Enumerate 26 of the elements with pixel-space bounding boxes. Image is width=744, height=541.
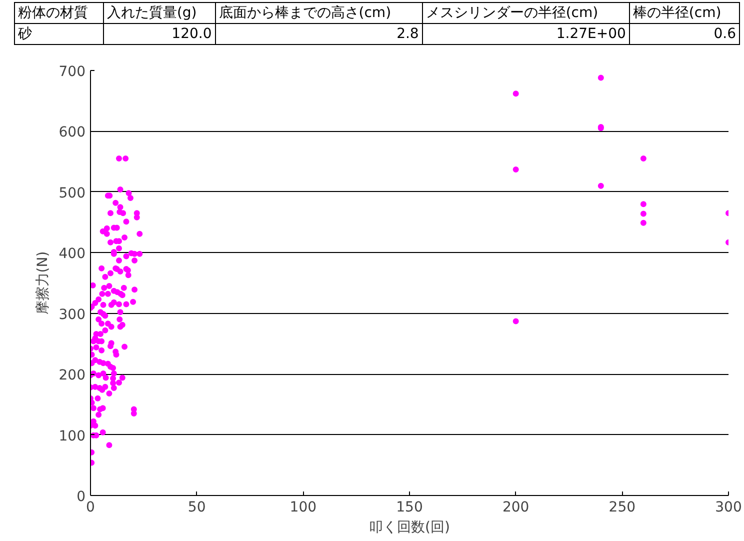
y-tick-label: 600 <box>58 124 86 141</box>
y-tick-label: 400 <box>58 246 86 262</box>
text: 砂 <box>14 24 104 44</box>
text: 入れた質量(g) <box>103 2 216 24</box>
x-tick-label: 50 <box>188 500 206 516</box>
x-tick-label: 250 <box>608 500 636 516</box>
y-tick-label: 200 <box>58 368 86 384</box>
text: 120.0 <box>103 24 216 44</box>
x-tick-label: 200 <box>502 500 530 516</box>
text: 粉体の材質 <box>14 2 104 24</box>
y-tick-label: 100 <box>58 428 86 444</box>
text: 2.8 <box>215 24 422 44</box>
y-axis-title: 摩擦力(N) <box>34 251 51 315</box>
text: 棒の半径(cm) <box>629 2 740 24</box>
x-tick-label: 100 <box>290 500 317 516</box>
x-axis-title: 叩く回数(回) <box>369 520 450 536</box>
y-tick-label: 700 <box>58 64 86 80</box>
text: 1.27E+00 <box>422 24 630 44</box>
y-tick-label: 0 <box>76 489 86 505</box>
text: 0.6 <box>629 24 740 44</box>
text: メスシリンダーの半径(cm) <box>422 2 630 24</box>
text: 底面から棒までの高さ(cm) <box>215 2 422 24</box>
x-tick-label: 300 <box>715 500 742 516</box>
x-tick-label: 150 <box>396 500 423 516</box>
y-tick-label: 300 <box>58 306 86 323</box>
y-tick-label: 500 <box>58 185 86 202</box>
